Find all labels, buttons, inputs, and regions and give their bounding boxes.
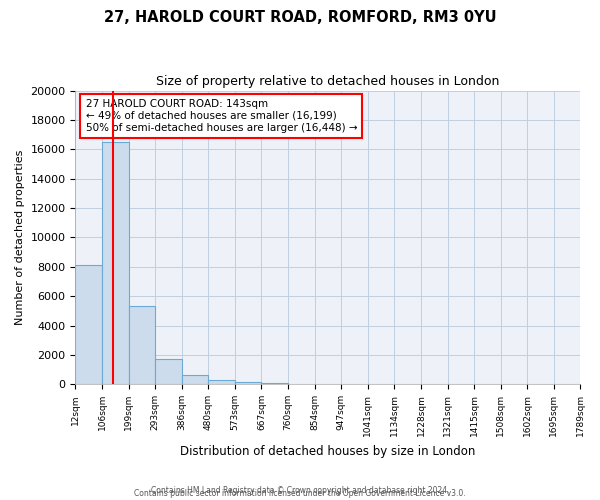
Text: 27, HAROLD COURT ROAD, ROMFORD, RM3 0YU: 27, HAROLD COURT ROAD, ROMFORD, RM3 0YU <box>104 10 496 25</box>
Bar <box>182 375 208 384</box>
Y-axis label: Number of detached properties: Number of detached properties <box>15 150 25 325</box>
Bar <box>235 382 262 384</box>
Bar <box>262 382 288 384</box>
Title: Size of property relative to detached houses in London: Size of property relative to detached ho… <box>156 75 500 88</box>
Bar <box>102 142 128 384</box>
Bar <box>155 358 182 384</box>
Bar <box>208 380 235 384</box>
Text: Contains public sector information licensed under the Open Government Licence v3: Contains public sector information licen… <box>134 490 466 498</box>
X-axis label: Distribution of detached houses by size in London: Distribution of detached houses by size … <box>180 444 476 458</box>
Bar <box>76 266 102 384</box>
Bar <box>128 306 155 384</box>
Text: 27 HAROLD COURT ROAD: 143sqm
← 49% of detached houses are smaller (16,199)
50% o: 27 HAROLD COURT ROAD: 143sqm ← 49% of de… <box>86 100 357 132</box>
Text: Contains HM Land Registry data © Crown copyright and database right 2024.: Contains HM Land Registry data © Crown c… <box>151 486 449 495</box>
